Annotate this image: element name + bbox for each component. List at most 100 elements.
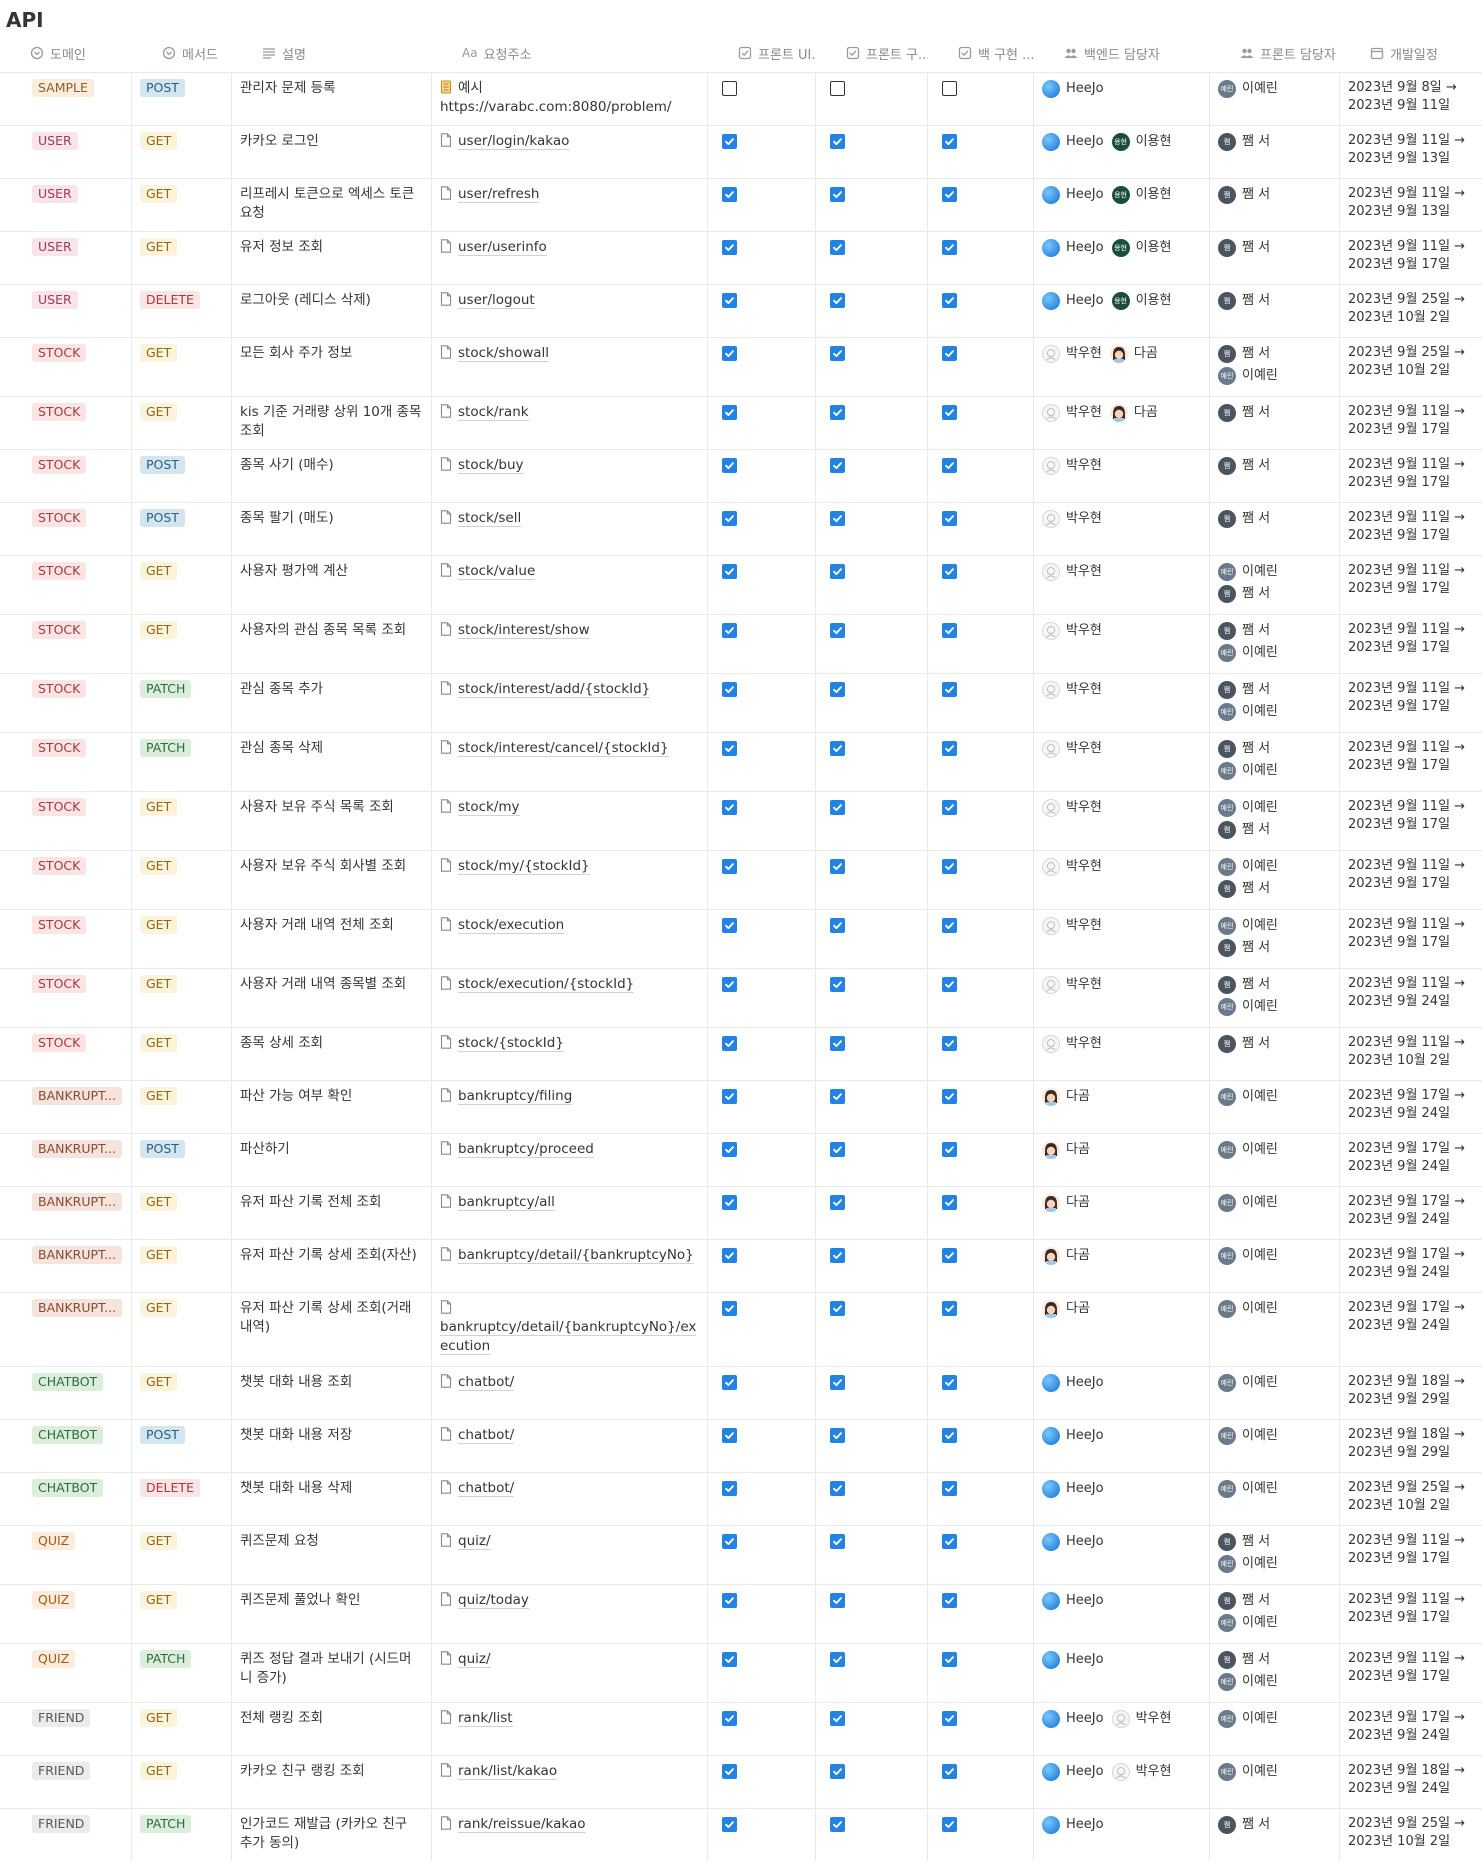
be-checkbox[interactable] (942, 1036, 957, 1051)
ui-checkbox[interactable] (722, 1142, 737, 1157)
assignee[interactable]: 예린 이예린 (1218, 1672, 1323, 1692)
fe-checkbox[interactable] (830, 918, 845, 933)
table-row[interactable]: BANKRUPT... GET 유저 파산 기록 상세 조회(자산) bankrupt… (0, 1239, 1482, 1292)
method-tag[interactable]: GET (140, 1532, 178, 1550)
domain-tag[interactable]: QUIZ (32, 1591, 76, 1609)
method-tag[interactable]: POST (140, 1140, 185, 1158)
method-tag[interactable]: POST (140, 509, 185, 527)
domain-tag[interactable]: STOCK (32, 798, 87, 816)
fe-checkbox[interactable] (830, 741, 845, 756)
assignee[interactable]: 예린 이예린 (1218, 916, 1323, 936)
column-header-desc[interactable]: 설명 (262, 34, 432, 72)
domain-tag[interactable]: QUIZ (32, 1532, 76, 1550)
table-row[interactable]: CHATBOT DELETE 챗봇 대화 내용 삭제 chatbot/HeeJo 예린 이… (0, 1472, 1482, 1525)
assignee[interactable]: HeeJo (1042, 1815, 1104, 1835)
assignee[interactable]: 예린 이예린 (1218, 1709, 1323, 1729)
ui-checkbox[interactable] (722, 1534, 737, 1549)
fe-checkbox[interactable] (830, 346, 845, 361)
assignee[interactable]: HeeJo (1042, 1762, 1104, 1782)
domain-tag[interactable]: CHATBOT (32, 1479, 104, 1497)
table-row[interactable]: USER GET 유저 정보 조회 user/userinfo HeeJo 용현 이용현 쨈 쨈… (0, 231, 1482, 284)
table-row[interactable]: STOCK GET 사용자 보유 주식 목록 조회 stock/my 박우현 예린 이예린 쨈… (0, 791, 1482, 850)
assignee[interactable]: HeeJo (1042, 1373, 1104, 1393)
method-tag[interactable]: GET (140, 857, 178, 875)
assignee[interactable]: 예린 이예린 (1218, 702, 1323, 722)
table-row[interactable]: QUIZ GET 퀴즈문제 풀었나 확인 quiz/today HeeJo 쨈 쨈 서 예린 이… (0, 1584, 1482, 1643)
fe-checkbox[interactable] (830, 458, 845, 473)
domain-tag[interactable]: CHATBOT (32, 1426, 104, 1444)
fe-checkbox[interactable] (830, 1248, 845, 1263)
method-tag[interactable]: PATCH (140, 680, 192, 698)
assignee[interactable]: 박우현 (1042, 403, 1102, 423)
request-url-link[interactable]: bankruptcy/detail/{bankruptcyNo} (440, 1246, 699, 1265)
assignee[interactable]: 박우현 (1042, 621, 1102, 641)
ui-checkbox[interactable] (722, 81, 737, 96)
request-url-link[interactable]: stock/buy (440, 456, 699, 475)
table-row[interactable]: BANKRUPT... GET 파산 가능 여부 확인 bankruptcy/fili… (0, 1080, 1482, 1133)
domain-tag[interactable]: STOCK (32, 739, 87, 757)
domain-tag[interactable]: USER (32, 185, 78, 203)
be-checkbox[interactable] (942, 741, 957, 756)
be-checkbox[interactable] (942, 346, 957, 361)
ui-checkbox[interactable] (722, 1036, 737, 1051)
assignee[interactable]: HeeJo (1042, 185, 1104, 205)
fe-checkbox[interactable] (830, 1375, 845, 1390)
be-checkbox[interactable] (942, 918, 957, 933)
be-checkbox[interactable] (942, 1301, 957, 1316)
ui-checkbox[interactable] (722, 682, 737, 697)
table-row[interactable]: STOCK GET 모든 회사 주가 정보 stock/showall 박우현 다곰 쨈 쨈 … (0, 337, 1482, 396)
be-checkbox[interactable] (942, 859, 957, 874)
be-checkbox[interactable] (942, 623, 957, 638)
be-checkbox[interactable] (942, 405, 957, 420)
be-checkbox[interactable] (942, 1711, 957, 1726)
assignee[interactable]: HeeJo (1042, 291, 1104, 311)
column-header-frontend[interactable]: 프론트 담당자 (1240, 34, 1340, 72)
table-row[interactable]: STOCK POST 종목 팔기 (매도) stock/sell 박우현 쨈 쨈 서 2023… (0, 502, 1482, 555)
request-url-link[interactable]: stock/my/{stockId} (440, 857, 699, 876)
assignee[interactable]: 다곰 (1109, 344, 1158, 364)
method-tag[interactable]: GET (140, 344, 178, 362)
request-url-link[interactable]: quiz/today (440, 1591, 699, 1610)
method-tag[interactable]: DELETE (140, 1479, 200, 1497)
request-url-link[interactable]: quiz/ (440, 1532, 699, 1551)
assignee[interactable]: HeeJo (1042, 1532, 1104, 1552)
ui-checkbox[interactable] (722, 134, 737, 149)
domain-tag[interactable]: SAMPLE (32, 79, 94, 97)
domain-tag[interactable]: STOCK (32, 680, 87, 698)
method-tag[interactable]: GET (140, 975, 178, 993)
assignee[interactable]: 예린 이예린 (1218, 1373, 1323, 1393)
assignee[interactable]: 예린 이예린 (1218, 1246, 1323, 1266)
table-row[interactable]: STOCK GET kis 기준 거래량 상위 10개 종목 조회 stock/ran… (0, 396, 1482, 449)
be-checkbox[interactable] (942, 1652, 957, 1667)
request-url-link[interactable]: stock/interest/cancel/{stockId} (440, 739, 699, 758)
fe-checkbox[interactable] (830, 81, 845, 96)
ui-checkbox[interactable] (722, 346, 737, 361)
request-url-link[interactable]: rank/reissue/kakao (440, 1815, 699, 1834)
ui-checkbox[interactable] (722, 1248, 737, 1263)
table-row[interactable]: BANKRUPT... POST 파산하기 bankruptcy/proceed 다곰 예… (0, 1133, 1482, 1186)
domain-tag[interactable]: STOCK (32, 562, 87, 580)
request-url-link[interactable]: stock/{stockId} (440, 1034, 699, 1053)
fe-checkbox[interactable] (830, 1764, 845, 1779)
request-url-link[interactable]: stock/sell (440, 509, 699, 528)
domain-tag[interactable]: FRIEND (32, 1709, 91, 1727)
table-row[interactable]: STOCK PATCH 관심 종목 삭제 stock/interest/cancel/… (0, 732, 1482, 791)
assignee[interactable]: 예린 이예린 (1218, 997, 1323, 1017)
ui-checkbox[interactable] (722, 741, 737, 756)
ui-checkbox[interactable] (722, 859, 737, 874)
table-row[interactable]: CHATBOT POST 챗봇 대화 내용 저장 chatbot/HeeJo 예린 이예린… (0, 1419, 1482, 1472)
be-checkbox[interactable] (942, 81, 957, 96)
method-tag[interactable]: GET (140, 798, 178, 816)
fe-checkbox[interactable] (830, 240, 845, 255)
be-checkbox[interactable] (942, 458, 957, 473)
ui-checkbox[interactable] (722, 623, 737, 638)
domain-tag[interactable]: STOCK (32, 621, 87, 639)
method-tag[interactable]: DELETE (140, 291, 200, 309)
